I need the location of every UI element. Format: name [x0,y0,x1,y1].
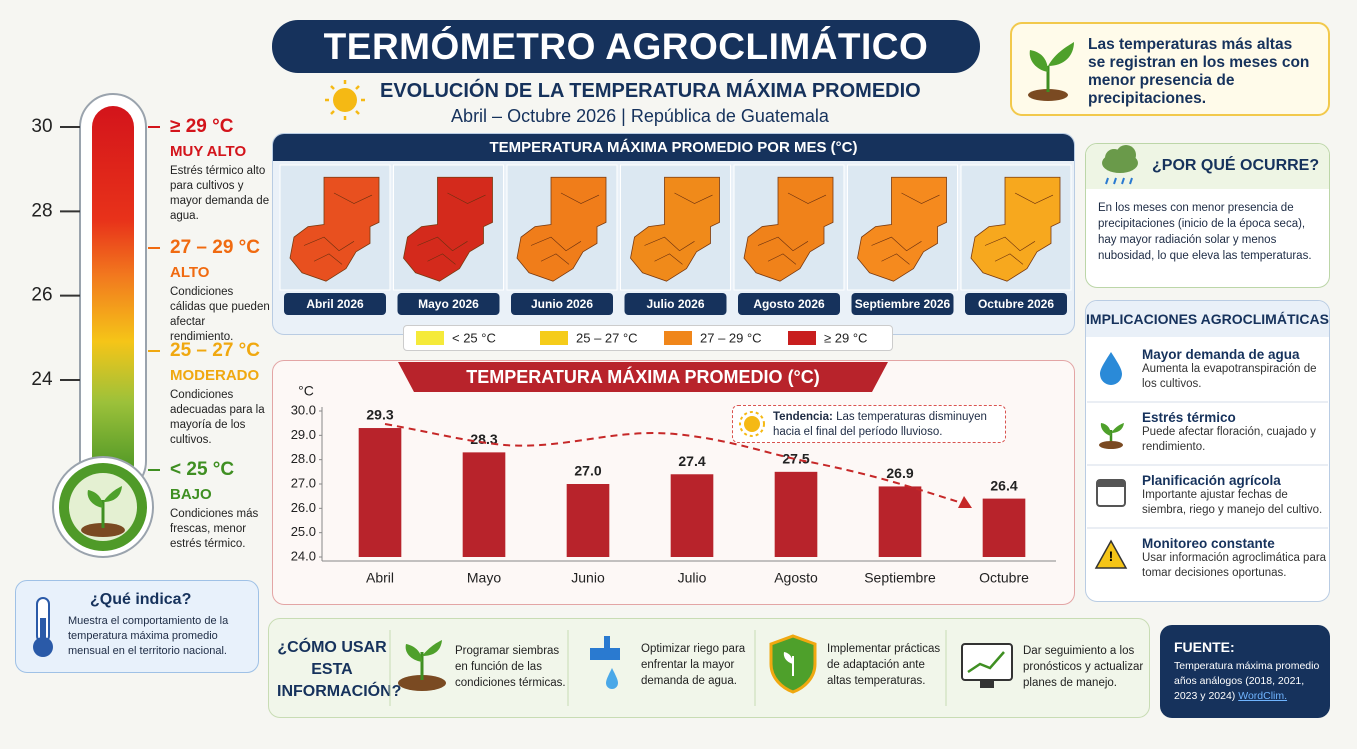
level: 25 – 27 °C MODERADO Condiciones adecuada… [170,340,270,448]
trend-text: Tendencia: Las temperaturas disminuyen h… [773,410,1003,440]
source-text: Temperatura máxima promedio años análogo… [1174,659,1324,704]
level: < 25 °C BAJO Condiciones más frescas, me… [170,459,270,552]
implication: Planificación agrícola Importante ajusta… [1142,473,1327,518]
implication-text: Aumenta la evapotranspiración de los cul… [1142,363,1317,390]
maps-title: TEMPERATURA MÁXIMA PROMEDIO POR MES (°C) [273,134,1074,161]
trend-annotation: Tendencia: Las temperaturas disminuyen h… [732,405,1006,443]
level: ≥ 29 °C MUY ALTO Estrés térmico alto par… [170,116,270,224]
implication-title: Estrés térmico [1142,410,1236,425]
why-title: ¿POR QUÉ OCURRE? [1152,157,1320,174]
how-item: Implementar prácticas de adaptación ante… [827,643,941,687]
implication: Monitoreo constante Usar información agr… [1142,536,1327,581]
thermometer-tick-label: 30 [31,116,52,137]
implication: Mayor demanda de agua Aumenta la evapotr… [1142,347,1327,392]
level-range: 27 – 29 °C [170,237,260,258]
level-desc: Condiciones más frescas, menor estrés té… [170,508,259,550]
level-desc: Condiciones adecuadas para la mayoría de… [170,389,265,446]
why-box: ¿POR QUÉ OCURRE? En los meses con menor … [1085,143,1330,288]
thermometer-tick-label: 28 [31,200,52,221]
title: TERMÓMETRO AGROCLIMÁTICO [323,26,929,67]
level-desc: Condiciones cálidas que pueden afectar r… [170,286,270,343]
implication-text: Importante ajustar fechas de siembra, ri… [1142,489,1323,516]
implications-box: IMPLICACIONES AGROCLIMÁTICAS Mayor deman… [1085,300,1330,602]
level-range: ≥ 29 °C [170,116,234,137]
implication: Estrés térmico Puede afectar floración, … [1142,410,1327,455]
level-label: ALTO [170,264,210,281]
period: Abril – Octubre 2026 | República de Guat… [451,106,829,126]
how-item: Dar seguimiento a los pronósticos y actu… [1023,645,1144,689]
callout-text: Las temperaturas más altas se registran … [1088,36,1310,107]
how-title: ¿CÓMO USAR ESTA INFORMACIÓN? [277,639,402,700]
trend-label: Tendencia: [773,411,833,423]
level-label: BAJO [170,486,212,503]
thermometer-tick-label: 24 [31,369,53,390]
implication-title: Monitoreo constante [1142,536,1275,551]
how-box: ¿CÓMO USAR ESTA INFORMACIÓN? Programar s… [268,618,1150,718]
what-box: ¿Qué indica? Muestra el comportamiento d… [15,580,259,673]
title-pill: TERMÓMETRO AGROCLIMÁTICO [272,20,980,73]
thermometer-scale: 30 28 26 24 [31,116,160,471]
implications-title: IMPLICACIONES AGROCLIMÁTICAS [1086,301,1329,337]
level-range: < 25 °C [170,459,235,480]
implication-text: Usar información agroclimática para toma… [1142,552,1327,579]
implication-title: Planificación agrícola [1142,473,1281,488]
callout-box: Las temperaturas más altas se registran … [1010,22,1330,116]
level-label: MODERADO [170,367,260,384]
how-item: Programar siembras en función de las con… [455,645,566,689]
source-link[interactable]: WordClim. [1238,690,1288,702]
maps-panel: TEMPERATURA MÁXIMA PROMEDIO POR MES (°C) [272,133,1075,335]
implication-title: Mayor demanda de agua [1142,347,1300,362]
maps-legend [403,325,893,351]
thermometer-tick-label: 26 [31,285,52,306]
source-box: FUENTE: Temperatura máxima promedio años… [1160,625,1330,718]
how-item: Optimizar riego para enfrentar la mayor … [641,643,746,687]
level-desc: Estrés térmico alto para cultivos y mayo… [170,165,270,222]
sun-icon [325,80,365,120]
what-text: Muestra el comportamiento de la temperat… [68,615,229,657]
thermometer [52,93,154,558]
subtitle: EVOLUCIÓN DE LA TEMPERATURA MÁXIMA PROME… [380,80,921,102]
level-label: MUY ALTO [170,143,247,160]
why-text: En los meses con menor presencia de prec… [1098,202,1312,262]
implication-text: Puede afectar floración, cuajado y rendi… [1142,426,1316,453]
chart-panel [272,360,1075,605]
level: 27 – 29 °C ALTO Condiciones cálidas que … [170,237,270,345]
source-body: Temperatura máxima promedio años análogo… [1174,660,1320,702]
what-title: ¿Qué indica? [90,591,192,608]
source-title: FUENTE: [1174,639,1235,655]
level-range: 25 – 27 °C [170,340,260,361]
